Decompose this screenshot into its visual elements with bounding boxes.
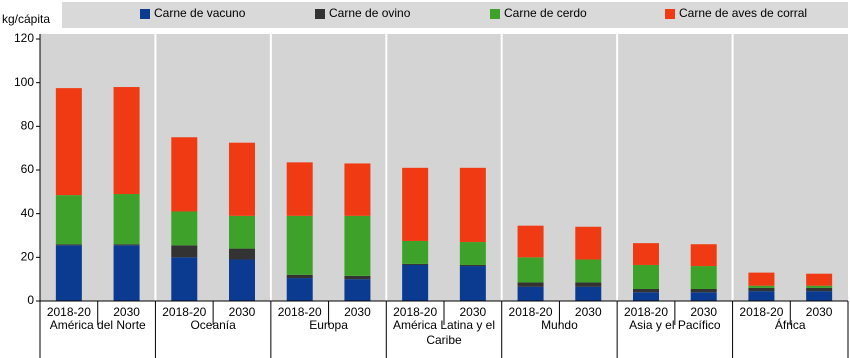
bar-segment	[402, 167, 429, 241]
y-axis-label: kg/cápita	[2, 12, 50, 26]
bar-segment	[459, 167, 486, 243]
x-tick-label: 2018-20	[278, 305, 322, 319]
x-tick-label: 2018-20	[624, 305, 668, 319]
bar-segment	[55, 195, 82, 245]
bar-segment	[55, 244, 82, 246]
bar-segment	[171, 245, 198, 258]
x-tick-label: 2018-20	[162, 305, 206, 319]
y-tick-label: 100	[14, 75, 34, 89]
bar-segment	[459, 266, 486, 301]
bar-segment	[286, 274, 313, 279]
bar-segment	[171, 257, 198, 301]
bar-segment	[748, 272, 775, 286]
group-label: América Latina y el Caribe	[392, 318, 496, 347]
bar-segment	[517, 257, 544, 283]
bar-segment	[517, 286, 544, 301]
bar-segment	[575, 259, 602, 283]
bar-segment	[748, 287, 775, 292]
bar-segment	[575, 226, 602, 260]
bar-segment	[113, 194, 140, 245]
y-tick-label: 80	[21, 119, 35, 133]
x-tick-label: 2018-20	[509, 305, 553, 319]
bar-segment	[402, 263, 429, 265]
y-tick-label: 40	[21, 206, 35, 220]
bar-segment	[806, 287, 833, 292]
legend-swatch	[140, 9, 150, 19]
bar-segment	[633, 243, 659, 265]
bar-segment	[690, 292, 717, 301]
bar-segment	[113, 87, 140, 195]
bar-segment	[806, 273, 833, 286]
x-tick-label: 2018-20	[739, 305, 783, 319]
bar-segment	[229, 142, 255, 216]
bar-segment	[55, 88, 82, 196]
group-label: Europa	[309, 318, 348, 332]
bar-segment	[344, 215, 371, 276]
bar-segment	[517, 225, 544, 258]
bar-segment	[633, 264, 659, 289]
plot-area	[40, 34, 848, 301]
bar-segment	[459, 264, 486, 267]
bar-segment	[690, 244, 717, 267]
bar-segment	[517, 282, 544, 287]
bar-segment	[286, 215, 313, 275]
x-tick-label: 2030	[229, 305, 256, 319]
bar-segment	[171, 137, 198, 212]
bar-segment	[113, 244, 140, 246]
group-label: Oceanía	[190, 318, 236, 332]
x-tick-label: 2030	[460, 305, 487, 319]
bar-segment	[690, 288, 717, 293]
legend-swatch	[490, 9, 500, 19]
legend-box	[62, 2, 848, 28]
group-label: América del Norte	[49, 318, 146, 332]
bar-segment	[575, 282, 602, 287]
bar-segment	[171, 211, 198, 246]
x-tick-label: 2030	[575, 305, 602, 319]
x-tick-label: 2018-20	[393, 305, 437, 319]
bar-segment	[459, 242, 486, 265]
bar-segment	[633, 288, 659, 293]
bar-segment	[344, 163, 371, 216]
bar-segment	[402, 240, 429, 264]
bar-segment	[402, 264, 429, 301]
bar-segment	[229, 215, 255, 249]
bar-segment	[806, 291, 833, 301]
legend-label: Carne de aves de corral	[679, 6, 807, 20]
bar-segment	[229, 248, 255, 260]
legend-swatch	[315, 9, 325, 19]
y-tick-label: 120	[14, 31, 34, 45]
x-tick-label: 2018-20	[47, 305, 91, 319]
x-tick-label: 2030	[113, 305, 140, 319]
bar-segment	[55, 245, 82, 301]
bar-segment	[286, 162, 313, 216]
bar-segment	[575, 286, 602, 301]
bar-segment	[633, 292, 659, 301]
legend-label: Carne de vacuno	[154, 6, 246, 20]
x-tick-label: 2030	[806, 305, 833, 319]
bar-segment	[344, 279, 371, 301]
y-tick-label: 60	[21, 162, 35, 176]
bar-segment	[286, 278, 313, 301]
bar-segment	[748, 291, 775, 301]
legend-swatch	[665, 9, 675, 19]
bar-segment	[229, 259, 255, 301]
bar-segment	[748, 285, 775, 288]
x-tick-label: 2030	[344, 305, 371, 319]
bar-segment	[806, 285, 833, 288]
bar-segment	[344, 275, 371, 280]
group-label: África	[774, 318, 806, 332]
legend-label: Carne de cerdo	[504, 6, 587, 20]
y-tick-label: 0	[27, 293, 34, 307]
bar-segment	[690, 266, 717, 289]
group-label: Mundo	[541, 318, 578, 332]
group-label: Asia y el Pacífico	[629, 318, 721, 332]
y-tick-label: 20	[21, 250, 35, 264]
x-tick-label: 2030	[690, 305, 717, 319]
legend-label: Carne de ovino	[329, 6, 411, 20]
bar-segment	[113, 245, 140, 301]
